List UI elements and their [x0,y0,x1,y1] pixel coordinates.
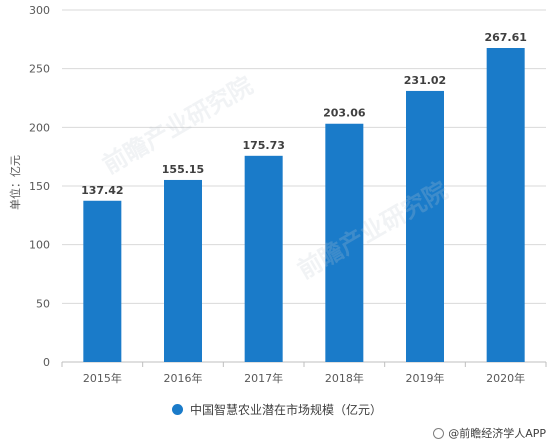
bar [83,200,122,362]
y-tick-label: 100 [29,239,50,252]
data-label: 155.15 [162,163,204,176]
y-tick-label: 50 [36,297,50,310]
x-tick-label: 2020年 [486,371,525,385]
y-tick-label: 0 [43,356,50,369]
y-tick-label: 250 [29,63,50,76]
data-label: 267.61 [484,31,526,44]
x-tick-label: 2019年 [406,371,445,385]
data-label: 231.02 [404,74,446,87]
bar [244,155,283,362]
x-tick-label: 2017年 [244,371,283,385]
data-label: 137.42 [81,184,123,197]
x-tick-label: 2016年 [164,371,203,385]
y-axis-label: 单位：亿元 [9,155,22,210]
bar [406,90,444,363]
x-tick-label: 2018年 [325,371,364,385]
bar [486,48,525,362]
x-tick-label: 2015年 [83,371,122,385]
y-tick-label: 300 [29,4,50,17]
source-credit: @前瞻经济学人APP [433,425,546,441]
data-label: 203.06 [323,107,366,120]
bar [164,179,202,362]
data-label: 175.73 [242,139,284,152]
y-tick-label: 200 [29,121,50,134]
legend: 中国智慧农业潜在市场规模（亿元） [0,398,554,420]
legend-marker [171,403,183,415]
legend-label: 中国智慧农业潜在市场规模（亿元） [189,402,382,417]
y-tick-label: 150 [29,180,50,193]
credit-text: @前瞻经济学人APP [448,427,546,440]
bar [325,123,364,362]
brand-logo-icon [433,427,445,439]
